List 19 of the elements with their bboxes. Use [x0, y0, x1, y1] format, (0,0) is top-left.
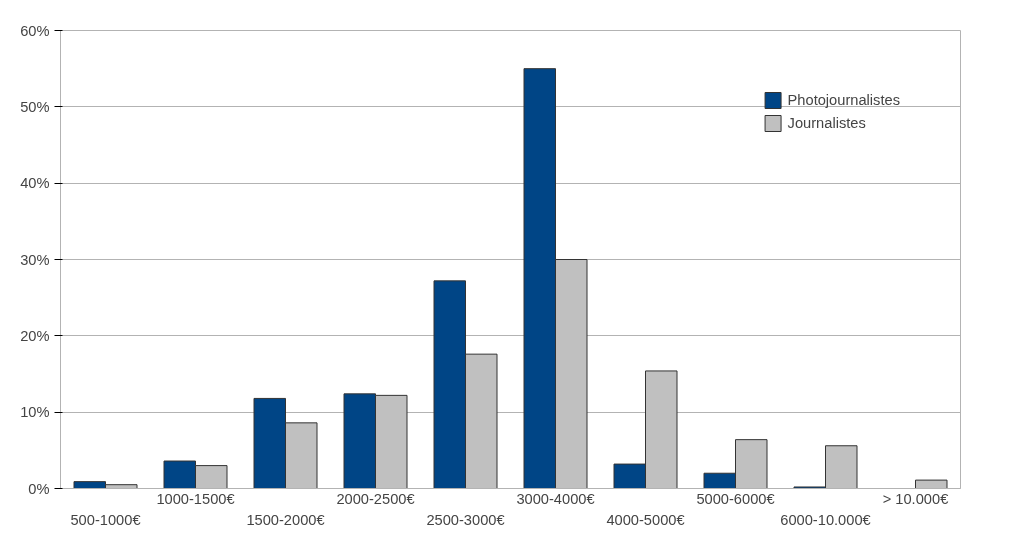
x-tick-label: 6000-10.000€	[780, 511, 871, 528]
x-tick-label: 4000-5000€	[606, 511, 685, 528]
y-tick-label: 40%	[20, 175, 50, 192]
y-tick-label: 60%	[20, 22, 50, 39]
x-tick-label: 2000-2500€	[336, 490, 415, 507]
x-tick-label: 500-1000€	[70, 511, 141, 528]
y-tick-label: 10%	[20, 404, 50, 421]
x-tick-label: 3000-4000€	[516, 490, 595, 507]
x-tick-label: 2500-3000€	[426, 511, 505, 528]
x-tick-label: 5000-6000€	[696, 490, 775, 507]
x-tick-label: > 10.000€	[882, 490, 949, 507]
legend-label: Photojournalistes	[787, 92, 900, 108]
y-tick-label: 0%	[28, 480, 50, 497]
x-tick-label: 1500-2000€	[246, 511, 325, 528]
y-tick-label: 20%	[20, 327, 50, 344]
y-tick-label: 30%	[20, 251, 50, 268]
legend-label: Journalistes	[787, 115, 866, 131]
y-tick-label: 50%	[20, 98, 50, 115]
x-tick-label: 1000-1500€	[156, 490, 235, 507]
